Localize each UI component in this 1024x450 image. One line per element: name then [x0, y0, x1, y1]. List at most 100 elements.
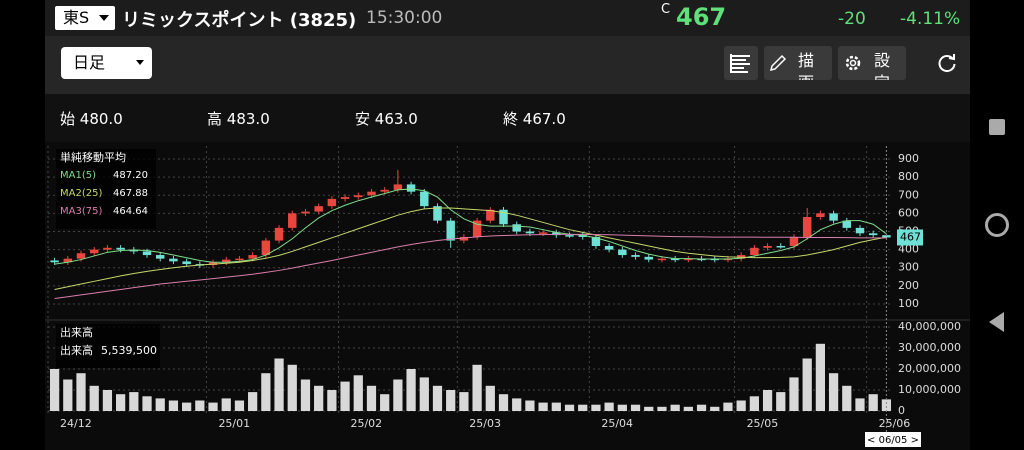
volume-bar — [762, 390, 773, 411]
volume-bar — [406, 369, 416, 411]
last-price-box — [897, 229, 923, 246]
candle-body — [868, 233, 878, 236]
candle-body — [327, 198, 337, 207]
y-tick-label: 100 — [898, 297, 919, 310]
candle-body — [882, 235, 891, 238]
volume-bar — [868, 394, 878, 411]
candle-body — [684, 258, 693, 261]
x-tick-label: 25/05 — [747, 417, 779, 430]
nav-bar — [975, 0, 1024, 450]
candle-body — [789, 236, 799, 246]
volume-bar — [538, 402, 548, 411]
ohlc-row — [45, 94, 970, 142]
legend-title: 単純移動平均 — [60, 150, 126, 164]
candle-body — [129, 249, 139, 252]
indicator-icon — [730, 54, 750, 73]
y-tick-label: 700 — [898, 188, 919, 201]
candle-body — [248, 255, 257, 259]
candle-body — [89, 249, 99, 254]
y-tick-label: 10,000,000 — [898, 383, 961, 396]
refresh-button[interactable] — [936, 52, 958, 74]
ohlc-label: 高 — [207, 110, 223, 128]
volume-bar — [221, 398, 231, 411]
volume-bar — [630, 404, 641, 411]
ohlc-value: 463.0 — [374, 110, 418, 128]
ohlc-value: 480.0 — [79, 110, 123, 128]
volume-bar — [498, 394, 509, 411]
y-tick-label: 300 — [898, 261, 919, 274]
candle-body — [512, 224, 521, 232]
legend-name: 出来高 — [60, 343, 93, 357]
candle-body — [182, 261, 191, 265]
volume-bar — [129, 392, 139, 411]
volume-bar — [274, 358, 284, 411]
ohlc-label: 始 — [60, 110, 76, 128]
volume-bar — [551, 402, 561, 411]
volume-bar — [142, 396, 152, 411]
draw-label: 描画 — [798, 51, 815, 80]
dropdown-arrow — [136, 60, 144, 65]
y-tick-label: 400 — [898, 243, 919, 256]
volume-bar — [419, 377, 429, 411]
legend-box — [56, 324, 160, 368]
ma-line — [54, 233, 887, 300]
candle-body — [459, 236, 469, 241]
candle-body — [657, 258, 667, 261]
x-tick-label: 25/04 — [601, 417, 633, 430]
volume-bar — [49, 369, 60, 411]
settings-button[interactable]: 設定 — [838, 46, 906, 80]
volume-bar — [208, 402, 218, 411]
volume-bar — [327, 390, 337, 411]
legend-name: MA2(25) — [60, 188, 102, 199]
ohlc-value: 467.0 — [522, 110, 566, 128]
volume-bar — [485, 385, 495, 411]
header — [45, 0, 970, 36]
volume-bar — [604, 402, 614, 411]
candle-body — [842, 220, 852, 228]
volume-bar — [195, 400, 205, 411]
volume-bar — [248, 392, 258, 411]
back-button[interactable] — [989, 312, 1004, 332]
candle-body — [103, 247, 112, 250]
volume-bar — [432, 385, 443, 411]
last-price-label: 467 — [900, 230, 921, 243]
ma-line — [54, 207, 887, 290]
candle-body — [354, 195, 363, 198]
indicator-button[interactable] — [724, 46, 758, 80]
volume-bar — [182, 402, 192, 411]
candle-body — [314, 206, 323, 212]
candle-body — [116, 247, 125, 250]
candle-body — [604, 245, 614, 250]
exchange: 東S — [63, 8, 90, 27]
ohlc-item: 終 467.0 — [503, 108, 566, 129]
exchange-select[interactable]: 東S — [55, 6, 115, 30]
candle-body — [288, 213, 297, 228]
volume-bar — [155, 398, 165, 411]
recent-apps-button[interactable] — [989, 119, 1005, 135]
candle-body — [380, 189, 389, 192]
draw-button[interactable]: 描画 — [764, 46, 832, 80]
pencil-icon — [769, 54, 787, 72]
candle-body — [670, 258, 680, 261]
y-tick-label: 200 — [898, 279, 919, 292]
volume-bar — [472, 364, 482, 411]
volume-bar — [76, 373, 86, 411]
volume-bar — [168, 400, 179, 411]
stock-name: リミックスポイント (3825) — [122, 10, 357, 31]
period-select[interactable]: 日足 — [61, 47, 152, 79]
change-pct: -4.11% — [900, 9, 961, 29]
volume-bar — [683, 406, 693, 411]
volume-bar — [789, 377, 799, 411]
home-button[interactable] — [985, 213, 1009, 237]
x-tick-label: 24/12 — [60, 417, 92, 430]
candle-body — [433, 206, 442, 221]
ohlc-item: 高 483.0 — [207, 108, 270, 129]
y-tick-label: 600 — [898, 206, 919, 219]
volume-bar — [749, 396, 759, 411]
volume-bar — [512, 398, 522, 411]
y-tick-label: 40,000,000 — [898, 320, 961, 333]
candle-body — [538, 232, 548, 234]
volume-bar — [446, 390, 456, 411]
volume-bar — [710, 406, 720, 411]
volume-bar — [644, 406, 654, 411]
